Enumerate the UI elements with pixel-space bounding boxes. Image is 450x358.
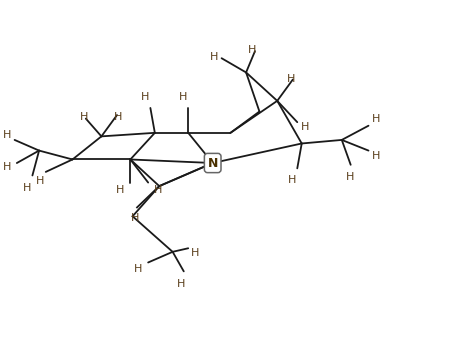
- Text: H: H: [288, 175, 296, 185]
- Text: H: H: [80, 112, 89, 122]
- Text: H: H: [154, 185, 162, 195]
- Text: H: H: [372, 151, 380, 161]
- Text: H: H: [372, 114, 380, 124]
- Text: H: H: [22, 183, 31, 193]
- Text: H: H: [134, 263, 142, 274]
- Text: H: H: [3, 130, 12, 140]
- Text: H: H: [191, 248, 200, 258]
- Text: H: H: [176, 279, 185, 289]
- Text: H: H: [114, 112, 122, 122]
- Text: H: H: [36, 176, 44, 186]
- Text: H: H: [346, 172, 354, 182]
- Text: H: H: [130, 213, 139, 223]
- Text: H: H: [141, 92, 149, 102]
- Text: H: H: [3, 161, 12, 171]
- Text: N: N: [207, 156, 218, 170]
- Text: H: H: [286, 74, 295, 84]
- Text: H: H: [179, 92, 187, 102]
- Text: H: H: [248, 45, 256, 55]
- Text: H: H: [301, 122, 309, 132]
- Text: H: H: [209, 52, 218, 62]
- Text: H: H: [116, 185, 125, 195]
